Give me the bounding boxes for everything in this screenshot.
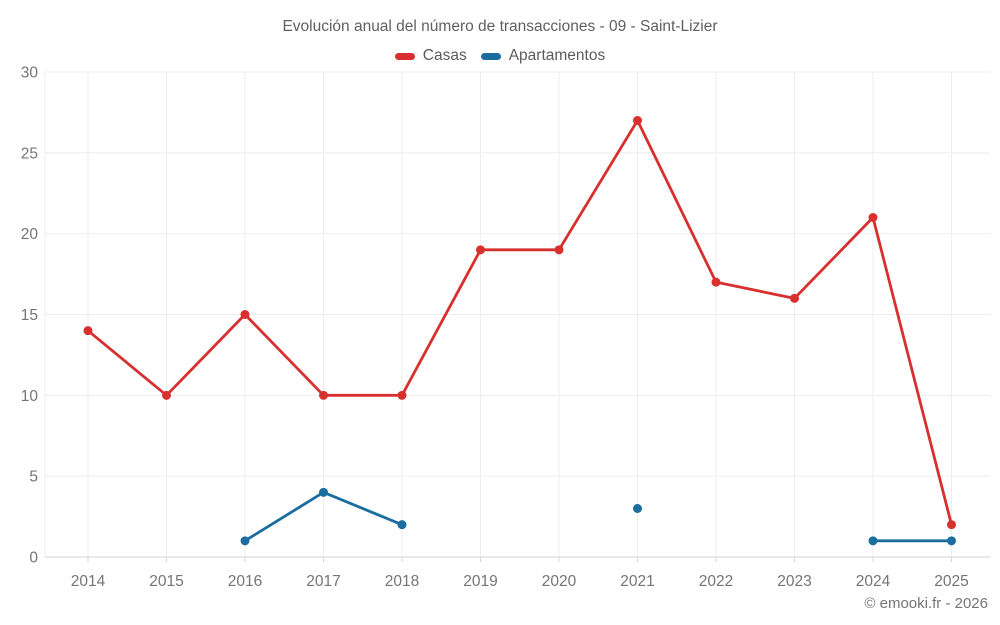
x-axis-tick-label: 2016 (228, 573, 262, 590)
y-axis-tick-label: 10 (21, 388, 39, 405)
data-point-casas-2018[interactable] (397, 390, 407, 400)
x-axis-tick-label: 2023 (777, 573, 811, 590)
data-point-casas-2023[interactable] (790, 293, 799, 303)
y-axis-tick-label: 15 (21, 307, 38, 324)
data-point-apartamentos-2025[interactable] (947, 536, 956, 546)
series-line-casas (86, 119, 953, 527)
x-axis-tick-label: 2025 (934, 573, 968, 590)
x-axis-tick-label: 2015 (149, 573, 183, 590)
data-point-apartamentos-2017[interactable] (319, 487, 328, 497)
x-axis-tick-label: 2021 (620, 573, 654, 590)
y-axis-tick-label: 25 (21, 145, 38, 162)
data-point-casas-2024[interactable] (868, 213, 878, 222)
legend-label-apartamentos: Apartamentos (508, 47, 606, 64)
legend-swatch-apartamentos-icon (480, 52, 501, 60)
chart-title: Evolución anual del número de transaccio… (282, 18, 718, 35)
data-point-casas-2025[interactable] (947, 520, 956, 530)
x-axis-tick-label: 2022 (699, 573, 733, 590)
data-point-casas-2021[interactable] (633, 116, 642, 125)
legend-swatch-casas-icon (394, 52, 415, 60)
y-axis-tick-label: 5 (29, 469, 38, 486)
data-point-casas-2020[interactable] (554, 245, 564, 255)
x-axis-tick-label: 2018 (385, 573, 419, 590)
data-point-casas-2022[interactable] (711, 277, 721, 287)
data-point-apartamentos-2018[interactable] (397, 520, 407, 530)
data-point-casas-2019[interactable] (476, 245, 485, 255)
y-axis-tick-label: 0 (29, 550, 38, 567)
x-axis-tick-label: 2020 (542, 573, 577, 590)
data-point-casas-2016[interactable] (240, 310, 250, 319)
data-point-apartamentos-2021[interactable] (633, 504, 642, 513)
x-axis-tick-label: 2014 (71, 573, 106, 590)
data-point-apartamentos-2016[interactable] (240, 536, 250, 546)
chart-legend: Casas Apartamentos (0, 47, 1000, 65)
x-axis-tick-label: 2019 (463, 573, 497, 590)
copyright-text: © emooki.fr - 2026 (864, 595, 988, 612)
data-point-casas-2017[interactable] (319, 390, 328, 400)
legend-label-casas: Casas (422, 47, 467, 64)
legend-item-casas[interactable]: Casas (394, 47, 467, 65)
y-axis-tick-label: 20 (21, 226, 39, 243)
legend-item-apartamentos[interactable]: Apartamentos (480, 47, 606, 65)
data-point-casas-2015[interactable] (162, 390, 171, 400)
data-point-apartamentos-2024[interactable] (868, 536, 878, 546)
x-axis-tick-label: 2017 (306, 573, 340, 590)
y-axis-tick-label: 30 (21, 65, 39, 82)
x-axis-tick-label: 2024 (856, 573, 891, 590)
data-point-casas-2014[interactable] (83, 326, 93, 336)
